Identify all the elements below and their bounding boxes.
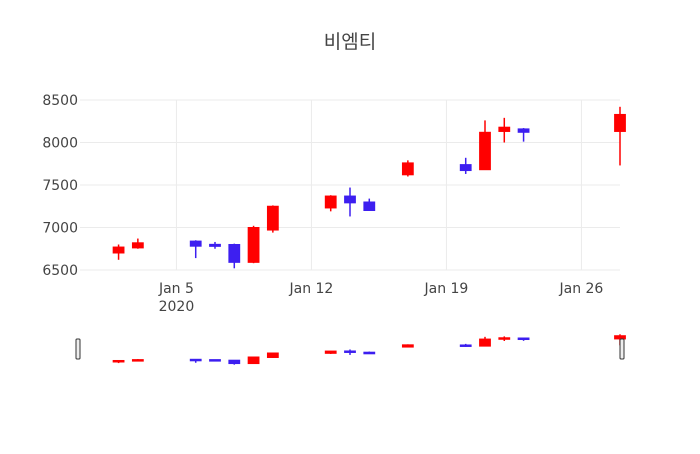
candle-body — [189, 240, 202, 247]
x-tick-label: Jan 12 — [288, 281, 333, 297]
mini-candle-body — [209, 359, 221, 362]
mini-candle-body — [324, 350, 337, 354]
mini-candle-body — [459, 344, 472, 347]
mini-candle — [498, 336, 511, 341]
mini-candle — [247, 356, 260, 365]
candle-body — [498, 126, 511, 132]
range-slider-left-handle[interactable] — [75, 338, 81, 360]
range-slider-right-handle[interactable] — [619, 338, 625, 360]
mini-candle-body — [247, 356, 260, 365]
candle-body — [401, 162, 414, 176]
y-tick-label: 7000 — [42, 221, 78, 237]
candle — [479, 120, 491, 171]
y-tick-label: 6500 — [42, 263, 78, 279]
candle-body — [324, 195, 337, 209]
candle — [112, 244, 125, 260]
y-tick-label: 7500 — [42, 178, 78, 194]
candle-body — [131, 242, 144, 249]
mini-candle — [344, 349, 356, 355]
mini-candle — [112, 359, 125, 364]
mini-candle-body — [112, 359, 125, 363]
candle — [614, 106, 626, 166]
x-tick-year-label: 2020 — [159, 299, 195, 315]
chart-title: 비엠티 — [324, 31, 376, 53]
mini-candle-body — [614, 335, 626, 340]
candle-body — [112, 246, 125, 254]
mini-candle-body — [479, 338, 491, 347]
range-slider-track[interactable] — [80, 331, 620, 367]
candle-body — [363, 201, 376, 211]
mini-candle — [479, 336, 491, 347]
candle — [401, 160, 414, 177]
candle — [131, 238, 144, 249]
candle — [247, 225, 260, 264]
y-tick-label: 8000 — [42, 136, 78, 152]
mini-candle-body — [498, 337, 511, 340]
mini-candle — [266, 352, 279, 358]
candle-body — [344, 195, 356, 204]
x-tick-label: Jan 19 — [423, 281, 468, 297]
mini-candle — [401, 344, 414, 348]
mini-candle-body — [344, 350, 356, 353]
candle-body — [228, 244, 241, 263]
candle-body — [479, 131, 491, 171]
candle — [228, 243, 241, 269]
candle — [344, 187, 356, 217]
candle — [209, 241, 221, 249]
x-tick-label: Jan 26 — [558, 281, 603, 297]
candle-body — [614, 113, 626, 132]
mini-candle-body — [228, 359, 241, 365]
candles — [112, 106, 626, 269]
mini-candle — [209, 359, 221, 362]
mini-candle — [131, 359, 144, 362]
candle-body — [517, 128, 530, 133]
mini-candle — [363, 351, 376, 355]
y-tick-label: 8500 — [42, 93, 78, 109]
candle — [498, 117, 511, 143]
candle — [363, 198, 376, 211]
mini-candle — [228, 359, 241, 365]
x-tick-label: Jan 5 — [158, 281, 194, 297]
candle-body — [247, 227, 260, 263]
mini-candle-body — [517, 337, 530, 341]
range-slider[interactable] — [75, 331, 626, 367]
mini-candle — [189, 358, 202, 363]
mini-candle-body — [131, 359, 144, 362]
candle-body — [459, 164, 472, 172]
mini-candle-body — [189, 358, 202, 362]
mini-candle-body — [266, 352, 279, 358]
axes: 6500 7000 7500 8000 8500 Jan 5 2020 Jan 12 Jan 1… — [42, 93, 603, 315]
candle — [324, 195, 337, 212]
candle — [189, 240, 202, 259]
mini-candle — [517, 337, 530, 341]
mini-candle — [324, 350, 337, 354]
gridlines — [80, 99, 620, 271]
mini-candle — [459, 343, 472, 347]
candle-body — [266, 205, 279, 231]
candle — [459, 157, 472, 174]
mini-candle-body — [401, 344, 414, 348]
candle — [266, 205, 279, 233]
mini-candle-body — [363, 351, 376, 355]
candle-body — [209, 243, 221, 247]
candle — [517, 128, 530, 142]
